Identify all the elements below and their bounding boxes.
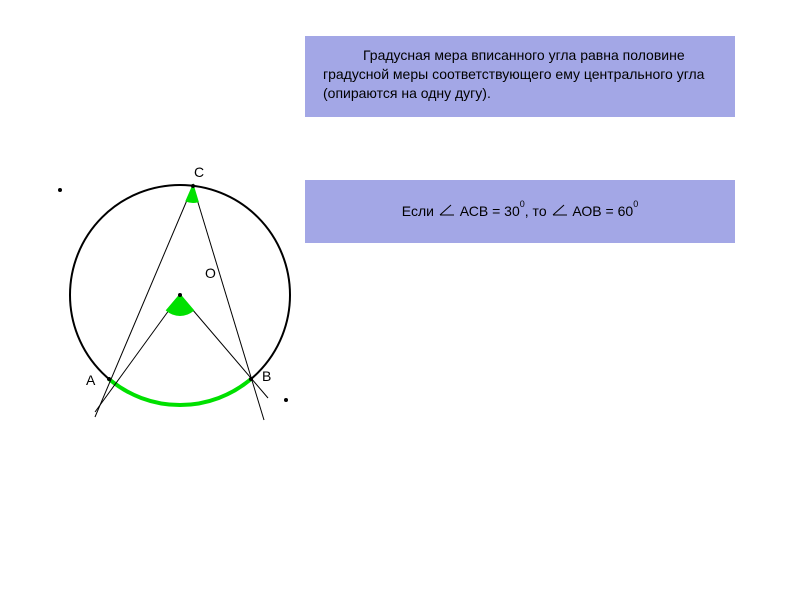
degree-sup: 0 bbox=[520, 199, 525, 209]
point-label-b: B bbox=[262, 368, 271, 384]
geometry-diagram: A B C O bbox=[40, 150, 320, 440]
angle-icon bbox=[552, 204, 568, 216]
example-box: Если АСВ = 300, то АОВ = 600 bbox=[305, 180, 735, 243]
theorem-box: Градусная мера вписанного угла равна пол… bbox=[305, 36, 735, 117]
theorem-line1: Градусная мера вписанного угла равна bbox=[363, 47, 619, 63]
example-prefix: Если bbox=[402, 203, 438, 219]
example-angle1: АСВ = 30 bbox=[456, 203, 520, 219]
point-label-a: A bbox=[86, 372, 95, 388]
angle-icon bbox=[439, 204, 455, 216]
point-label-o: O bbox=[205, 265, 216, 281]
point-label-c: C bbox=[194, 164, 204, 180]
example-angle2: АОВ = 60 bbox=[569, 203, 634, 219]
example-mid: , то bbox=[525, 203, 551, 219]
circle-svg bbox=[40, 150, 320, 440]
degree-sup: 0 bbox=[633, 199, 638, 209]
